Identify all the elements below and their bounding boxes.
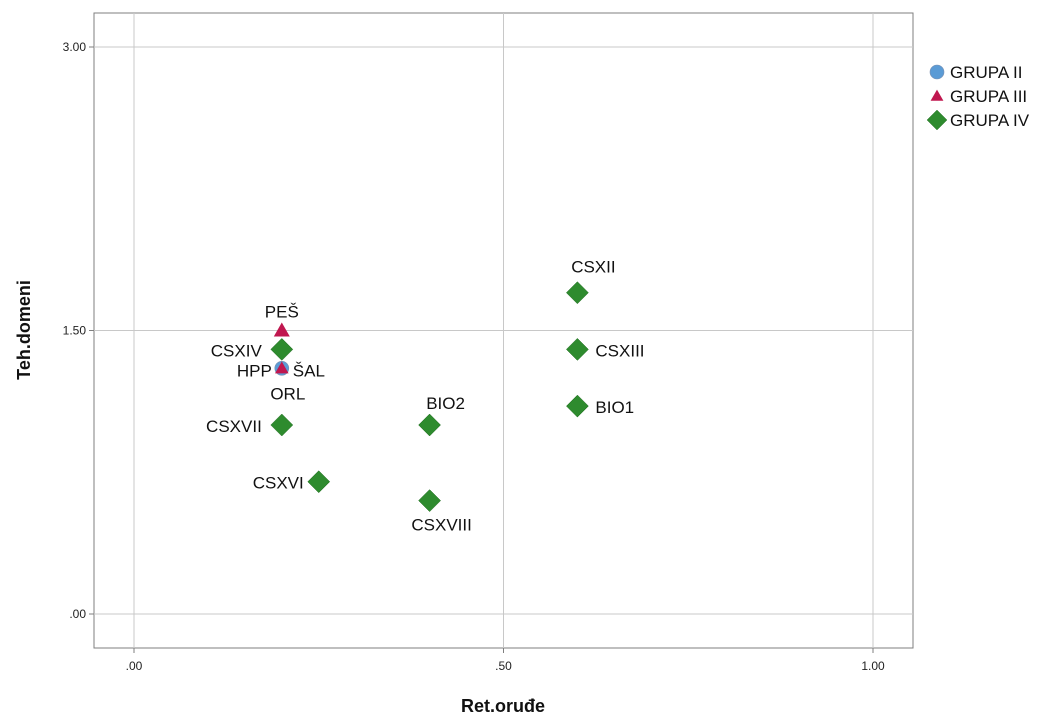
data-point-triangle [275,361,289,374]
data-label: CSXIII [595,341,644,360]
annotation-label: ŠAL [293,361,325,380]
data-point-diamond [566,281,589,305]
data-label: PEŠ [265,303,299,322]
legend-label: GRUPA IV [950,111,1030,130]
annotation-label: HPP [237,361,272,380]
legend-label: GRUPA III [950,87,1027,106]
data-point-diamond [270,413,294,437]
data-point-diamond [307,470,331,494]
legend-marker-triangle [930,89,944,101]
data-point-diamond [270,338,294,361]
data-label: BIO2 [426,394,465,413]
data-point-triangle [273,322,290,337]
x-axis-title: Ret.oruđe [461,696,545,716]
annotation-label: ORL [270,384,305,403]
legend-marker-circle [929,64,945,80]
y-tick-label: 1.50 [63,324,87,338]
data-label: CSXIV [211,341,263,360]
data-label: CSXVIII [411,516,471,535]
y-tick-label: 3.00 [63,40,87,54]
x-tick-label: .00 [126,659,143,673]
y-tick-label: .00 [69,607,86,621]
legend-marker-diamond [926,109,948,131]
data-point-diamond [418,489,441,512]
data-label: BIO1 [595,398,634,417]
y-axis-title: Teh.domeni [14,280,34,380]
legend-label: GRUPA II [950,63,1022,82]
data-point-diamond [566,338,589,361]
x-tick-label: .50 [495,659,512,673]
data-point-diamond [418,413,441,437]
data-point-diamond [566,394,589,418]
x-tick-label: 1.00 [861,659,885,673]
data-label: CSXVII [206,417,262,436]
data-label: CSXVI [253,474,304,493]
data-label: CSXII [571,258,615,277]
